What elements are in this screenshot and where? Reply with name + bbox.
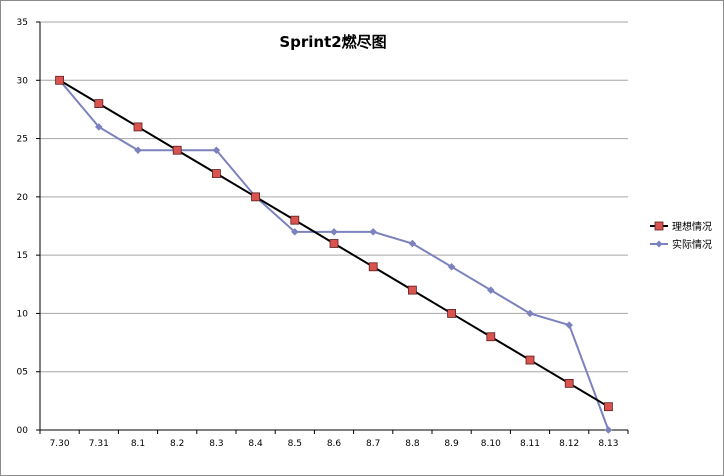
chart-title: Sprint2燃尽图	[279, 33, 386, 51]
series-ideal	[55, 75, 613, 412]
data-point	[604, 426, 613, 434]
data-point	[172, 145, 182, 155]
x-tick-label: 8.4	[248, 439, 263, 449]
data-point	[212, 146, 221, 155]
x-tick-label: 7.30	[50, 439, 70, 449]
data-point	[407, 285, 417, 295]
y-tick-label: 20	[17, 193, 29, 203]
data-point	[526, 309, 534, 318]
x-tick-labels: 7.30 7.31 8.1 8.2 8.3 8.4 8.5 8.6 8.7 8.8 8.9 8.10 8…	[39, 430, 629, 449]
data-point	[211, 169, 221, 178]
data-point	[251, 192, 261, 202]
data-point	[525, 355, 535, 365]
y-tick-label: 00	[17, 426, 29, 436]
x-tick-label: 8.9	[444, 439, 459, 449]
data-point	[94, 99, 104, 108]
gridlines	[40, 21, 628, 373]
legend-item: 理想情况	[650, 220, 712, 233]
data-point	[565, 321, 574, 329]
data-point	[486, 332, 496, 342]
data-point	[290, 215, 300, 225]
y-tick-label: 30	[17, 76, 29, 86]
y-tick-label: 15	[17, 251, 28, 261]
data-point	[94, 123, 103, 131]
x-tick-label: 8.13	[598, 439, 618, 449]
x-tick-label: 7.31	[89, 439, 109, 449]
data-point	[369, 227, 378, 236]
series-layer	[55, 75, 613, 434]
y-tick-labels: 00 05 10 15 20 25 30 35	[17, 18, 40, 436]
y-tick-label: 05	[17, 368, 28, 378]
legend-item: 实际情况	[650, 238, 712, 251]
data-point	[55, 75, 64, 85]
data-point	[134, 146, 142, 155]
data-point	[447, 309, 457, 318]
data-point	[486, 286, 495, 294]
x-tick-label: 8.3	[209, 439, 223, 449]
x-tick-label: 8.11	[520, 439, 540, 449]
data-point	[368, 262, 378, 272]
x-tick-label: 8.10	[481, 439, 501, 449]
legend-label: 实际情况	[672, 238, 712, 251]
data-point	[604, 402, 613, 412]
legend-marker	[654, 221, 664, 231]
x-tick-label: 8.6	[327, 439, 342, 449]
legend-label: 理想情况	[672, 220, 712, 233]
y-tick-label: 10	[17, 309, 29, 319]
data-point	[447, 262, 456, 271]
data-point	[330, 227, 338, 236]
data-point	[329, 239, 339, 248]
y-tick-label: 35	[17, 18, 28, 28]
x-tick-label: 8.12	[559, 439, 579, 449]
data-point	[133, 122, 143, 132]
x-tick-label: 8.5	[288, 439, 302, 449]
data-point	[290, 227, 299, 236]
legend-marker	[655, 240, 663, 248]
x-tick-label: 8.8	[405, 439, 420, 449]
x-tick-label: 8.1	[131, 439, 145, 449]
x-tick-label: 8.7	[366, 439, 380, 449]
data-point	[408, 239, 417, 248]
y-tick-label: 25	[17, 135, 28, 145]
data-point	[564, 378, 574, 388]
x-tick-label: 8.2	[170, 439, 184, 449]
